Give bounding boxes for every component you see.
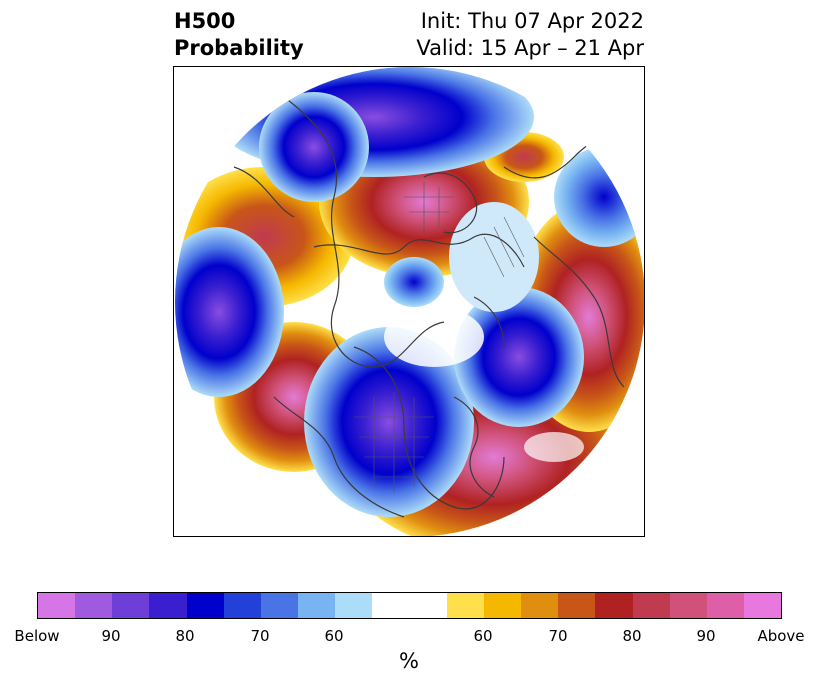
colorbar-segment — [149, 593, 187, 618]
colorbar-tick-label: 60 — [473, 627, 493, 645]
colorbar-segment — [186, 593, 224, 618]
colorbar-segment — [669, 593, 707, 618]
colorbar-segment — [260, 593, 299, 618]
colorbar-segment — [743, 593, 782, 618]
colorbar-unit-label: % — [399, 649, 419, 673]
colorbar-segment — [112, 593, 150, 618]
colorbar-tick-label: 80 — [175, 627, 195, 645]
colorbar-segment — [521, 593, 559, 618]
colorbar-segment — [223, 593, 261, 618]
polar-map — [173, 66, 645, 537]
colorbar-tick-label: 90 — [101, 627, 121, 645]
map-title-left: H500 Probability — [174, 8, 304, 62]
colorbar-segment — [372, 593, 410, 618]
valid-range: Valid: 15 Apr – 21 Apr — [416, 36, 644, 60]
probability-field — [175, 67, 644, 536]
colorbar-tick-label: 80 — [622, 627, 642, 645]
colorbar-segment — [298, 593, 336, 618]
colorbar-tick-label: 60 — [324, 627, 344, 645]
map-title-right: Init: Thu 07 Apr 2022 Valid: 15 Apr – 21… — [416, 8, 644, 62]
colorbar-tick-label: 70 — [548, 627, 568, 645]
colorbar-segment — [632, 593, 670, 618]
colorbar-segment — [38, 593, 76, 618]
colorbar-segment — [706, 593, 744, 618]
colorbar-tick-label: 70 — [250, 627, 270, 645]
colorbar-segment — [595, 593, 633, 618]
title-product: Probability — [174, 36, 304, 60]
colorbar-segment — [409, 593, 447, 618]
colorbar-segment — [335, 593, 373, 618]
colorbar-segment — [483, 593, 522, 618]
colorbar — [37, 592, 782, 619]
colorbar-tick-label: Below — [14, 627, 60, 645]
colorbar-tick-label: Above — [757, 627, 805, 645]
title-variable: H500 — [174, 9, 236, 33]
init-date: Init: Thu 07 Apr 2022 — [420, 9, 644, 33]
colorbar-segment — [558, 593, 596, 618]
colorbar-segment — [75, 593, 113, 618]
colorbar-tick-label: 90 — [696, 627, 716, 645]
colorbar-segment — [446, 593, 484, 618]
